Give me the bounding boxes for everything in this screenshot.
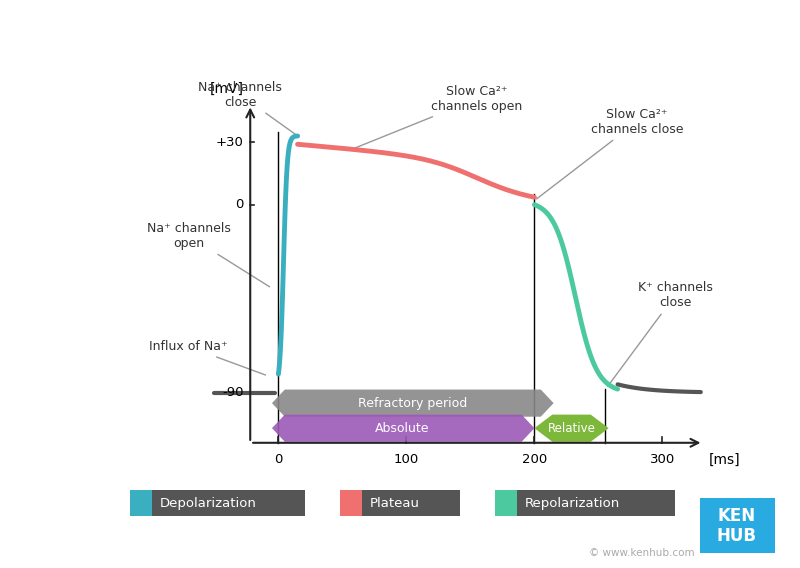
Text: -90: -90 — [222, 386, 244, 399]
Text: 300: 300 — [650, 453, 675, 466]
Text: 0: 0 — [235, 198, 244, 211]
FancyBboxPatch shape — [340, 490, 460, 516]
Text: [ms]: [ms] — [709, 453, 740, 467]
Text: Slow Ca²⁺
channels open: Slow Ca²⁺ channels open — [351, 85, 522, 149]
FancyBboxPatch shape — [700, 498, 775, 553]
Text: Plateau: Plateau — [370, 496, 420, 509]
Polygon shape — [272, 390, 554, 417]
Text: 100: 100 — [394, 453, 419, 466]
Text: +30: +30 — [216, 136, 244, 149]
Text: 200: 200 — [522, 453, 547, 466]
FancyBboxPatch shape — [130, 490, 305, 516]
Text: 0: 0 — [274, 453, 282, 466]
FancyBboxPatch shape — [340, 490, 362, 516]
Text: Na⁺ channels
open: Na⁺ channels open — [147, 222, 270, 287]
Text: Slow Ca²⁺
channels close: Slow Ca²⁺ channels close — [537, 108, 683, 199]
Text: Depolarization: Depolarization — [160, 496, 257, 509]
Text: Absolute: Absolute — [375, 421, 430, 435]
FancyBboxPatch shape — [495, 490, 517, 516]
FancyBboxPatch shape — [130, 490, 152, 516]
FancyBboxPatch shape — [495, 490, 675, 516]
Polygon shape — [534, 415, 609, 442]
Text: © www.kenhub.com: © www.kenhub.com — [590, 548, 695, 558]
Text: K⁺ channels
close: K⁺ channels close — [608, 281, 713, 386]
Text: Refractory period: Refractory period — [358, 396, 467, 410]
Text: Repolarization: Repolarization — [525, 496, 620, 509]
Text: Na⁺ channels
close: Na⁺ channels close — [198, 81, 295, 134]
Text: Relative: Relative — [547, 421, 595, 435]
Text: KEN
HUB: KEN HUB — [717, 507, 757, 545]
Text: Influx of Na⁺: Influx of Na⁺ — [150, 340, 266, 375]
Polygon shape — [272, 415, 534, 442]
Text: [mV]: [mV] — [210, 82, 244, 96]
